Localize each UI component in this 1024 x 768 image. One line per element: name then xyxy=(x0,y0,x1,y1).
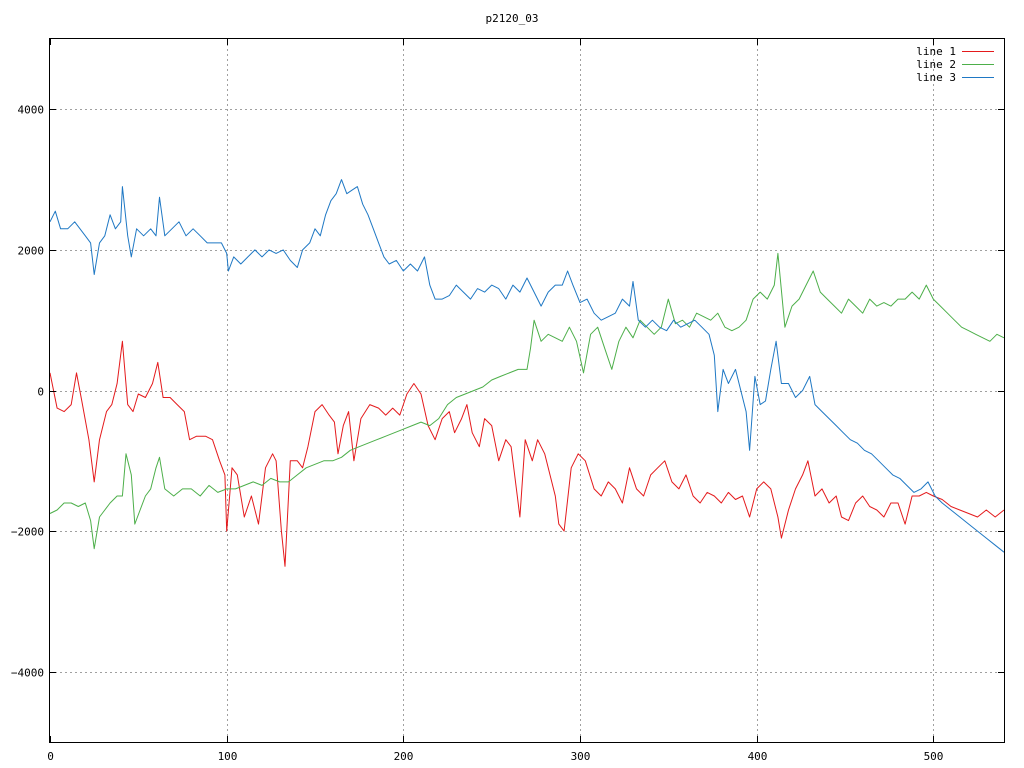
series-lines xyxy=(49,179,1005,567)
axis-ticks: 0 100 200 300 400 500 −4000 −2000 0 2000 4000 xyxy=(11,39,1004,763)
x-tick-label: 200 xyxy=(394,750,414,763)
plot-frame xyxy=(49,38,1005,743)
legend-label-2: line 2 xyxy=(916,58,956,71)
legend-label-3: line 3 xyxy=(916,71,956,84)
y-tick-label: 0 xyxy=(37,386,44,399)
y-tick-label: −2000 xyxy=(11,526,44,539)
x-tick-label: 500 xyxy=(924,750,944,763)
series-line-2 xyxy=(49,252,1005,550)
y-tick-label: −4000 xyxy=(11,667,44,680)
y-tick-label: 2000 xyxy=(18,245,45,258)
series-line-3 xyxy=(49,179,1005,553)
y-tick-label: 4000 xyxy=(18,104,45,117)
series-line-1 xyxy=(49,340,1005,567)
legend-label-1: line 1 xyxy=(916,45,956,58)
chart-title: p2120_03 xyxy=(486,12,539,25)
x-tick-label: 400 xyxy=(748,750,768,763)
x-tick-label: 300 xyxy=(571,750,591,763)
x-tick-label: 100 xyxy=(218,750,238,763)
x-tick-label: 0 xyxy=(47,750,54,763)
